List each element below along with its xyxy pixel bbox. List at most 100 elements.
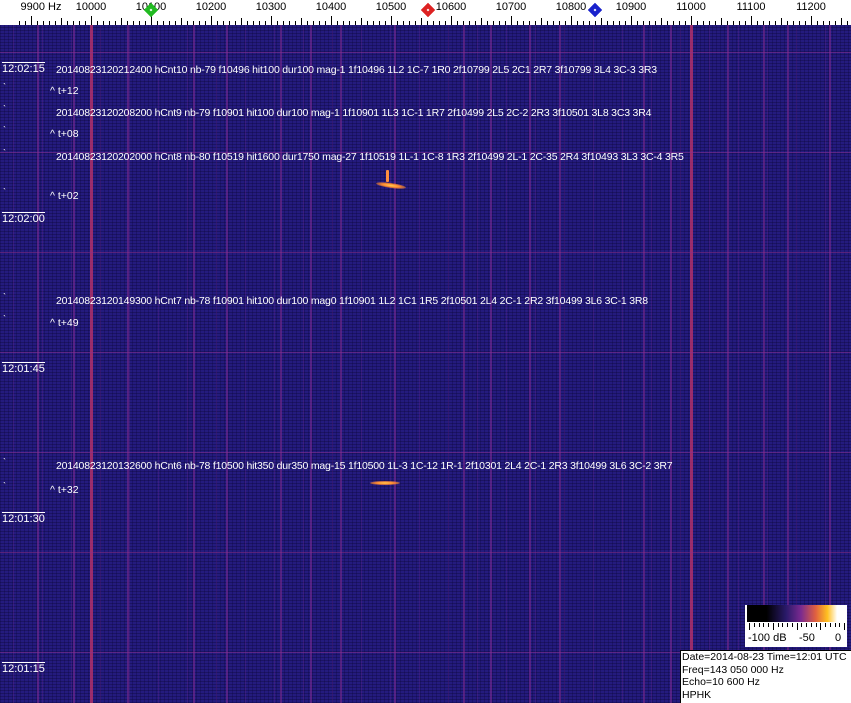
ruler-tick [157, 21, 158, 25]
ruler-tick [181, 18, 182, 25]
ruler-tick [847, 21, 848, 25]
ruler-tick [133, 21, 134, 25]
meteor-echo [370, 481, 400, 485]
interference-line [280, 25, 282, 703]
ruler-tick [655, 21, 656, 25]
colorbar-tick [753, 623, 755, 627]
ruler-tick [469, 21, 470, 25]
interference-line [226, 25, 228, 703]
colorbar-tick [749, 623, 750, 630]
ruler-tick [529, 21, 530, 25]
info-frequency: Freq=143 050 000 Hz [682, 663, 784, 676]
carrier-line [690, 25, 693, 703]
time-offset-label: ^ t+12 [50, 85, 79, 97]
ruler-tick [505, 21, 506, 25]
ruler-tick [721, 18, 722, 25]
colorbar-label-min: -100 dB [748, 632, 787, 644]
row-marker [3, 293, 6, 302]
ruler-tick [409, 21, 410, 25]
time-grid-line [0, 552, 851, 553]
ruler-tick [433, 21, 434, 25]
ruler-tick [271, 16, 272, 25]
interference-line [127, 25, 129, 703]
detection-annotation: 20140823120132600 hCnt6 nb-78 f10500 hit… [56, 460, 673, 472]
ruler-tick [205, 21, 206, 25]
ruler-tick [553, 21, 554, 25]
ruler-tick [751, 16, 752, 25]
frequency-marker-blue[interactable] [587, 2, 603, 18]
ruler-tick [601, 18, 602, 25]
ruler-tick [595, 21, 596, 25]
ruler-tick [367, 21, 368, 25]
ruler-tick [589, 21, 590, 25]
ruler-tick [547, 21, 548, 25]
ruler-tick [793, 21, 794, 25]
colorbar-tick [758, 623, 760, 627]
frequency-ruler: 9900 Hz100001010010200103001040010500106… [0, 0, 851, 25]
ruler-tick [775, 21, 776, 25]
ruler-tick [241, 18, 242, 25]
interference-line [37, 25, 39, 703]
ruler-tick [445, 21, 446, 25]
detection-annotation: 20140823120202000 hCnt8 nb-80 f10519 hit… [56, 151, 684, 163]
ruler-tick [31, 16, 32, 25]
ruler-tick [811, 16, 812, 25]
time-label: 12:01:15 [2, 662, 45, 675]
ruler-tick [163, 21, 164, 25]
ruler-tick [685, 21, 686, 25]
ruler-tick [439, 21, 440, 25]
ruler-tick [73, 21, 74, 25]
ruler-tick [493, 21, 494, 25]
detection-annotation: 20140823120212400 hCnt10 nb-79 f10496 hi… [56, 64, 657, 76]
time-label: 12:01:30 [2, 512, 45, 525]
x-tick-label: 10200 [195, 1, 227, 13]
meteor-echo [375, 180, 407, 191]
time-offset-label: ^ t+02 [50, 190, 79, 202]
colorbar: -100 dB -50 0 [745, 605, 847, 647]
colorbar-tick [806, 623, 807, 627]
ruler-tick [403, 21, 404, 25]
ruler-tick [583, 21, 584, 25]
x-tick-label: 9900 Hz [20, 1, 62, 13]
row-marker [3, 315, 6, 324]
ruler-tick [715, 21, 716, 25]
ruler-tick [823, 21, 824, 25]
row-marker [3, 188, 6, 197]
ruler-tick [697, 21, 698, 25]
colorbar-tick [820, 623, 822, 630]
ruler-tick [487, 21, 488, 25]
ruler-tick [799, 21, 800, 25]
interference-line [490, 25, 492, 703]
frequency-marker-red[interactable] [421, 2, 436, 18]
info-station: HPHK [682, 688, 712, 701]
colorbar-tick [825, 623, 826, 627]
ruler-tick [679, 21, 680, 25]
ruler-tick [625, 21, 626, 25]
interference-line [529, 25, 531, 703]
ruler-tick [277, 21, 278, 25]
ruler-tick [307, 21, 308, 25]
ruler-tick [211, 16, 212, 25]
ruler-tick [193, 21, 194, 25]
meteor-echo [386, 170, 389, 182]
colorbar-tick [839, 623, 841, 627]
time-offset-label: ^ t+08 [50, 128, 79, 140]
x-tick-label: 11100 [736, 1, 766, 13]
time-grid-line [0, 152, 851, 153]
ruler-tick [325, 21, 326, 25]
row-marker [3, 83, 6, 92]
colorbar-tick [834, 623, 836, 627]
ruler-tick [619, 21, 620, 25]
ruler-tick [523, 21, 524, 25]
ruler-tick [559, 21, 560, 25]
ruler-tick [817, 21, 818, 25]
interference-line [310, 25, 312, 703]
ruler-tick [577, 21, 578, 25]
time-label: 12:01:45 [2, 362, 45, 375]
ruler-tick [463, 21, 464, 25]
ruler-tick [91, 16, 92, 25]
ruler-tick [289, 21, 290, 25]
ruler-tick [769, 21, 770, 25]
ruler-tick [667, 21, 668, 25]
ruler-tick [175, 21, 176, 25]
